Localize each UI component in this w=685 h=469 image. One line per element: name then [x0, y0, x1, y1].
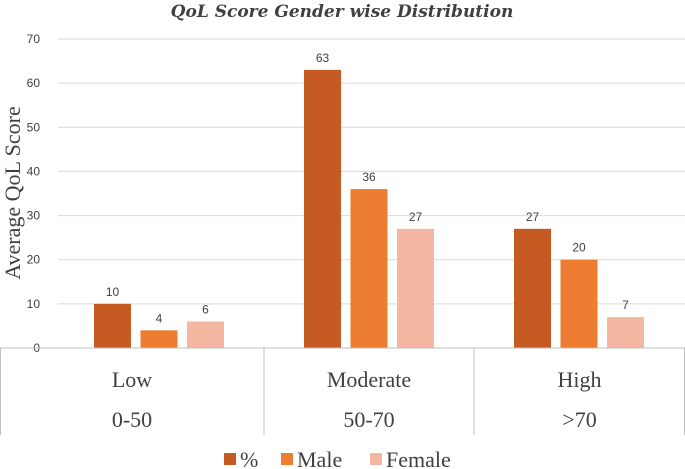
data-label-moderate-male: 36	[362, 170, 376, 184]
legend: % Male Female	[224, 447, 451, 469]
category-label-low: Low	[112, 367, 152, 392]
legend-label-percent: %	[240, 447, 258, 469]
bar-moderate-percent	[304, 69, 341, 349]
bar-high-female	[607, 317, 644, 348]
data-label-low-percent: 10	[106, 285, 120, 299]
bar-high-male	[560, 259, 598, 348]
data-label-low-female: 6	[202, 303, 209, 317]
y-tick-label-60: 60	[27, 76, 41, 90]
data-label-moderate-female: 27	[409, 210, 423, 224]
data-label-high-female: 7	[622, 298, 629, 312]
bar-high-percent	[514, 228, 551, 348]
y-tick-label-50: 50	[27, 120, 41, 134]
bar-low-percent	[94, 303, 131, 348]
legend-swatch-male	[281, 453, 293, 465]
category-label-high: High	[558, 367, 602, 392]
legend-label-female: Female	[386, 447, 451, 469]
category-label-moderate: Moderate	[327, 367, 411, 392]
category-axis-table: Low 0-50 Moderate 50-70 High >70	[0, 347, 685, 435]
category-range-high: >70	[562, 407, 596, 432]
data-label-low-male: 4	[156, 311, 163, 325]
bar-low-male	[140, 330, 178, 348]
category-range-moderate: 50-70	[343, 407, 394, 432]
legend-swatch-percent	[224, 453, 236, 465]
y-tick-label-10: 10	[27, 297, 41, 311]
bar-moderate-male	[350, 189, 388, 348]
data-label-high-male: 20	[572, 241, 586, 255]
bar-low-female	[187, 321, 224, 348]
category-range-low: 0-50	[112, 407, 152, 432]
legend-swatch-female	[370, 453, 382, 465]
data-label-moderate-percent: 63	[316, 51, 330, 65]
y-tick-label-40: 40	[27, 164, 41, 178]
y-tick-label-20: 20	[27, 253, 41, 267]
bar-moderate-female	[397, 228, 434, 348]
bars	[94, 69, 644, 349]
y-axis-label: Average QoL Score	[0, 106, 25, 279]
legend-label-male: Male	[297, 447, 342, 469]
data-labels: 10 4 6 63 36 27 27 20 7	[106, 51, 629, 325]
y-tick-label-30: 30	[27, 209, 41, 223]
chart-title: QoL Score Gender wise Distribution	[171, 2, 514, 22]
y-tick-label-70: 70	[27, 32, 41, 46]
data-label-high-percent: 27	[526, 210, 540, 224]
